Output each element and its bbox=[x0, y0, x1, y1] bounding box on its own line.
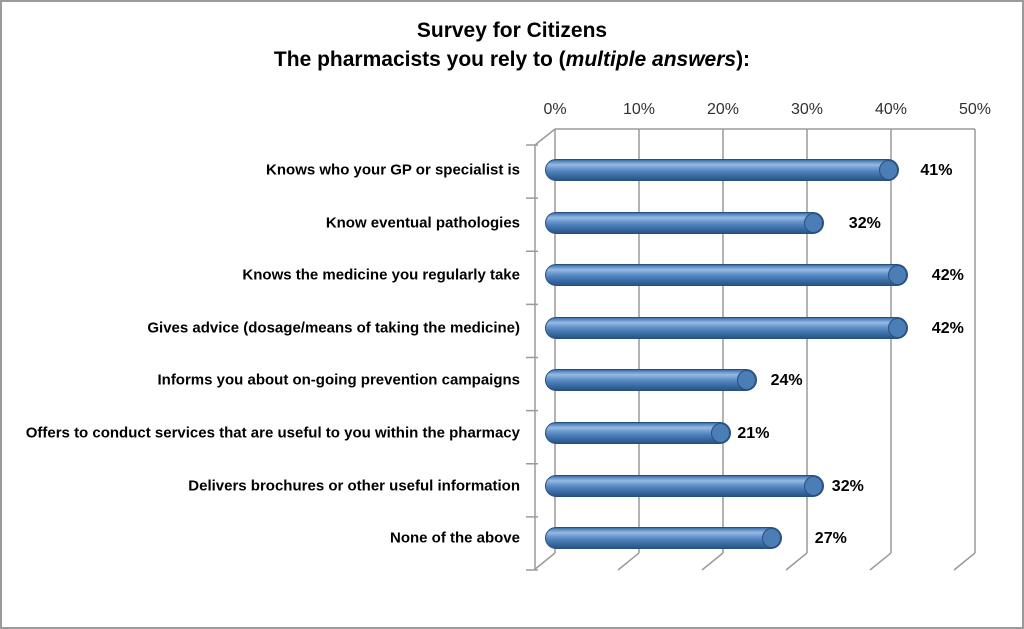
gridline-foot bbox=[533, 552, 556, 571]
value-label: 27% bbox=[814, 530, 847, 548]
category-label: Know eventual pathologies bbox=[325, 214, 520, 232]
value-label: 41% bbox=[920, 162, 953, 179]
gridline-foot bbox=[953, 552, 976, 571]
chart-title-line2: The pharmacists you rely to (multiple an… bbox=[2, 45, 1022, 74]
category-label: Offers to conduct services that are usef… bbox=[25, 424, 520, 442]
gridline-foot bbox=[701, 552, 724, 571]
value-label: 42% bbox=[931, 319, 964, 337]
bar bbox=[545, 527, 782, 550]
gridline-foot bbox=[617, 552, 640, 571]
bar bbox=[545, 264, 908, 287]
bar-end-cap bbox=[879, 160, 899, 180]
bar bbox=[545, 211, 824, 234]
x-axis-tick-label: 10% bbox=[622, 101, 656, 118]
x-axis-tick-label: 40% bbox=[874, 101, 908, 118]
value-label: 32% bbox=[848, 214, 881, 232]
chart-title-line1: Survey for Citizens bbox=[416, 19, 608, 42]
value-label: 21% bbox=[737, 425, 770, 442]
chart-title-line2-italic: multiple answers bbox=[565, 48, 737, 71]
bar bbox=[545, 474, 824, 497]
wall-top-diagonal bbox=[534, 128, 556, 146]
chart-title: Survey for Citizens The pharmacists you … bbox=[2, 16, 1022, 74]
bar-end-cap bbox=[736, 370, 756, 391]
bar-end-cap bbox=[803, 475, 823, 496]
bar bbox=[545, 369, 757, 392]
value-label: 32% bbox=[831, 477, 864, 495]
x-axis-tick-label: 30% bbox=[790, 101, 824, 118]
x-axis-tick-label: 20% bbox=[706, 101, 740, 118]
category-label: Knows who your GP or specialist is bbox=[266, 161, 520, 179]
bar-end-cap bbox=[761, 528, 781, 549]
category-label: Knows the medicine you regularly take bbox=[242, 266, 520, 284]
bar bbox=[545, 159, 900, 181]
gridline-foot bbox=[869, 552, 892, 571]
bar bbox=[545, 422, 732, 444]
category-label: Delivers brochures or other useful infor… bbox=[188, 477, 520, 495]
category-label: None of the above bbox=[389, 529, 520, 547]
category-label: Informs you about on-going prevention ca… bbox=[157, 371, 520, 389]
x-axis-tick-label: 50% bbox=[958, 101, 992, 118]
value-label: 42% bbox=[931, 267, 964, 285]
value-label: 24% bbox=[770, 372, 803, 390]
bar-end-cap bbox=[803, 212, 823, 233]
bar-end-cap bbox=[887, 317, 907, 338]
x-axis-tick-label: 0% bbox=[543, 101, 567, 118]
bar-end-cap bbox=[711, 423, 731, 443]
chart-title-line2-suffix: ): bbox=[736, 48, 751, 71]
bar bbox=[545, 316, 908, 339]
category-label: Gives advice (dosage/means of taking the… bbox=[147, 319, 520, 337]
gridline-foot bbox=[785, 552, 808, 571]
chart-title-line2-prefix: The pharmacists you rely to ( bbox=[273, 48, 566, 71]
bar-end-cap bbox=[887, 265, 907, 286]
